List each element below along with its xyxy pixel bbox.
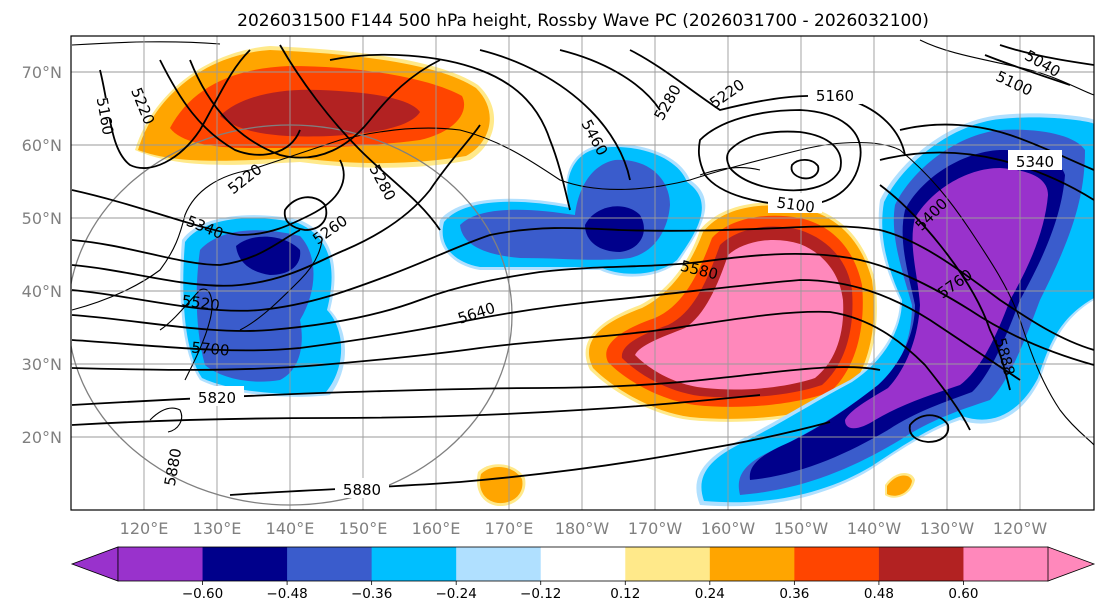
lon-tick: 120°E <box>120 519 169 538</box>
colorbar-extend-min <box>70 546 119 582</box>
colorbar-swatch <box>878 547 964 581</box>
lat-tick: 30°N <box>22 355 62 374</box>
colorbar-tick-label: −0.12 <box>520 586 561 602</box>
colorbar-swatch <box>794 547 880 581</box>
lat-tick: 70°N <box>22 63 62 82</box>
lon-tick: 160°W <box>701 519 756 538</box>
colorbar-swatch <box>963 547 1049 581</box>
colorbar-tick-label: 0.36 <box>779 586 809 602</box>
lon-tick: 180°W <box>555 519 610 538</box>
lat-tick-labels: 70°N 60°N 50°N 40°N 30°N 20°N <box>22 63 62 447</box>
contour-label: 5160 <box>816 87 854 105</box>
colorbar-extend-max <box>1047 546 1096 582</box>
lon-tick: 160°E <box>412 519 461 538</box>
lon-tick: 120°W <box>993 519 1048 538</box>
range-ring <box>71 124 513 506</box>
lon-tick: 140°E <box>266 519 315 538</box>
lon-tick: 170°W <box>628 519 683 538</box>
colorbar-tick-label: −0.24 <box>435 586 476 602</box>
colorbar-swatch <box>540 547 626 581</box>
lat-tick: 60°N <box>22 136 62 155</box>
colorbar-tick-label: 0.60 <box>948 586 978 602</box>
colorbar-swatch <box>287 547 373 581</box>
colorbar-swatch <box>456 547 542 581</box>
colorbar-tick-label: −0.36 <box>351 586 392 602</box>
contour-label: 5700 <box>191 338 231 359</box>
map-border <box>70 35 1095 511</box>
map-panel: 5160 5220 5280 5460 5280 5220 5160 5100 … <box>71 36 1094 510</box>
positive-anomaly-small <box>476 464 915 507</box>
lat-tick: 20°N <box>22 428 62 447</box>
colorbar-tick-label: 0.12 <box>610 586 640 602</box>
lon-tick-labels: 120°E 130°E 140°E 150°E 160°E 170°E 180°… <box>120 519 1048 538</box>
colorbar-swatch <box>371 547 457 581</box>
lon-tick: 140°W <box>847 519 902 538</box>
colorbar-swatch <box>118 547 204 581</box>
lat-tick: 40°N <box>22 282 62 301</box>
colorbar-swatch <box>202 547 288 581</box>
contour-label: 5820 <box>198 389 236 407</box>
map-title: 2026031500 F144 500 hPa height, Rossby W… <box>237 11 929 31</box>
colorbar-tick-label: −0.60 <box>182 586 223 602</box>
contour-label: 5100 <box>776 193 816 216</box>
lon-tick: 130°W <box>920 519 975 538</box>
lon-tick: 150°E <box>339 519 388 538</box>
contour-label: 5880 <box>343 481 381 499</box>
positive-anomaly-siberia <box>135 46 495 168</box>
colorbar-tick-label: 0.24 <box>695 586 725 602</box>
negative-anomaly-west-coast <box>696 113 1094 507</box>
coastlines <box>71 39 1094 446</box>
colorbar-swatch <box>709 547 795 581</box>
contour-label: 5520 <box>181 291 221 314</box>
colorbar-tick-label: 0.48 <box>864 586 894 602</box>
lon-tick: 150°W <box>774 519 829 538</box>
colorbar: −0.60 −0.48 −0.36 −0.24 −0.12 0.12 0.24 0.36 0.4… <box>70 546 1096 602</box>
colorbar-outline <box>117 546 1049 582</box>
contour-label: 5340 <box>1016 153 1054 171</box>
lon-tick: 130°E <box>193 519 242 538</box>
positive-anomaly-ne-pacific <box>585 202 877 422</box>
colorbar-tick-label: −0.48 <box>266 586 307 602</box>
colorbar-swatch <box>625 547 711 581</box>
gridlines <box>71 36 1094 510</box>
lon-tick: 170°E <box>485 519 534 538</box>
lat-tick: 50°N <box>22 209 62 228</box>
height-contours <box>71 44 1094 496</box>
